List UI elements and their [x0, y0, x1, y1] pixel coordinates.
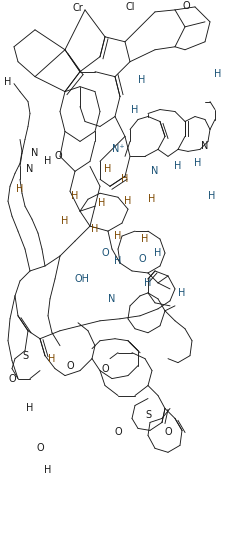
Text: H: H	[193, 158, 201, 169]
Text: H: H	[154, 248, 161, 258]
Text: H: H	[121, 175, 128, 184]
Text: H: H	[61, 216, 68, 226]
Text: H: H	[114, 231, 121, 241]
Text: H: H	[213, 69, 221, 79]
Text: H: H	[16, 184, 24, 194]
Text: O: O	[101, 248, 108, 258]
Text: O: O	[8, 373, 16, 384]
Text: H: H	[124, 196, 131, 206]
Text: H: H	[4, 76, 12, 87]
Text: H: H	[144, 278, 151, 288]
Text: O: O	[36, 443, 44, 453]
Text: N: N	[108, 294, 115, 304]
Text: Cr: Cr	[72, 3, 83, 13]
Text: H: H	[178, 288, 185, 298]
Text: OH: OH	[74, 274, 89, 284]
Text: H: H	[104, 164, 111, 175]
Text: S: S	[22, 351, 28, 360]
Text: H: H	[207, 191, 215, 201]
Text: H: H	[98, 198, 105, 208]
Text: N: N	[26, 164, 34, 175]
Text: O: O	[181, 1, 189, 11]
Text: H: H	[71, 191, 78, 201]
Text: N⁺: N⁺	[111, 144, 124, 154]
Text: N: N	[200, 141, 208, 151]
Text: O: O	[163, 428, 171, 437]
Text: Cl: Cl	[125, 2, 134, 12]
Text: O: O	[54, 151, 62, 162]
Text: H: H	[44, 156, 52, 166]
Text: O: O	[101, 364, 108, 373]
Text: H: H	[174, 162, 181, 171]
Text: H: H	[141, 234, 148, 244]
Text: N: N	[151, 166, 158, 176]
Text: H: H	[138, 75, 145, 85]
Text: H: H	[148, 194, 155, 204]
Text: H: H	[44, 465, 52, 475]
Text: O: O	[66, 360, 74, 371]
Text: O: O	[114, 428, 121, 437]
Text: O: O	[138, 254, 145, 264]
Text: H: H	[114, 256, 121, 266]
Text: H: H	[48, 353, 55, 364]
Text: S: S	[144, 410, 151, 421]
Text: H: H	[26, 403, 34, 414]
Text: H: H	[131, 105, 138, 114]
Text: N: N	[31, 149, 39, 158]
Text: H: H	[91, 224, 98, 234]
